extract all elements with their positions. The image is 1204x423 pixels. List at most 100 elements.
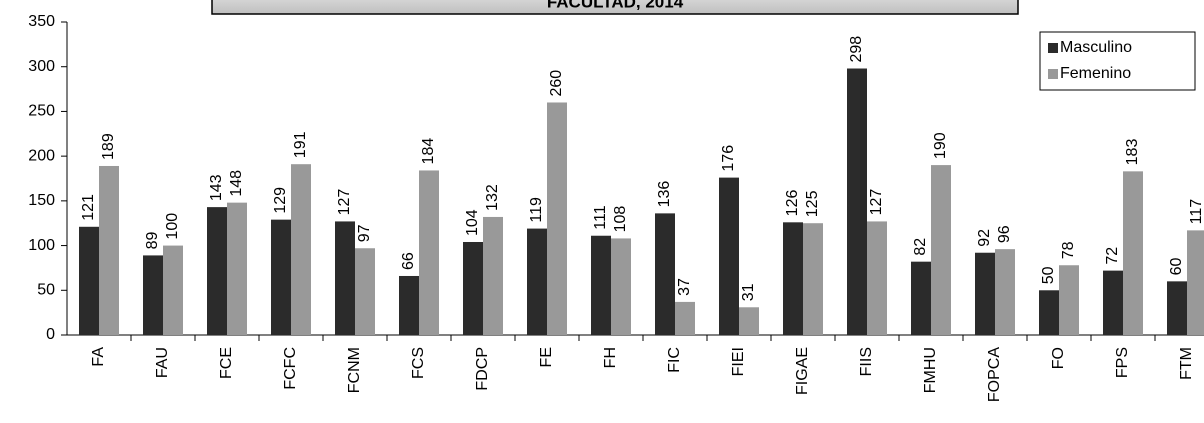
y-tick-label: 200 bbox=[28, 147, 55, 164]
bar bbox=[547, 102, 567, 335]
bar bbox=[463, 241, 483, 335]
legend-box bbox=[1039, 31, 1196, 91]
bar bbox=[1187, 230, 1204, 335]
y-tick-label: 100 bbox=[28, 237, 55, 254]
bar bbox=[143, 255, 163, 335]
x-tick-label: FTM bbox=[1178, 347, 1195, 380]
bar bbox=[719, 177, 739, 335]
data-label: 50 bbox=[1040, 266, 1057, 284]
data-label: 298 bbox=[848, 36, 865, 63]
legend-label: Masculino bbox=[1060, 39, 1132, 56]
bar bbox=[591, 235, 611, 335]
chart-title: FACULTAD, 2014 bbox=[547, 0, 684, 11]
legend-label: Femenino bbox=[1060, 65, 1131, 82]
bar bbox=[335, 221, 355, 335]
x-tick-label: FDCP bbox=[474, 347, 491, 391]
data-label: 89 bbox=[144, 232, 161, 250]
data-label: 100 bbox=[164, 213, 181, 240]
data-label: 136 bbox=[656, 181, 673, 208]
y-tick-label: 350 bbox=[28, 13, 55, 30]
bar bbox=[419, 170, 439, 335]
bar bbox=[271, 219, 291, 335]
bar bbox=[739, 307, 759, 335]
bar bbox=[847, 68, 867, 335]
data-label: 184 bbox=[420, 138, 437, 165]
bar bbox=[1103, 270, 1123, 335]
bar bbox=[675, 301, 695, 335]
bar bbox=[527, 228, 547, 335]
title-box bbox=[211, 0, 1019, 15]
data-label: 117 bbox=[1188, 199, 1204, 225]
bar bbox=[1123, 171, 1143, 335]
bar bbox=[207, 207, 227, 335]
bar bbox=[163, 245, 183, 335]
bar bbox=[1167, 281, 1187, 335]
data-label: 92 bbox=[976, 229, 993, 247]
bar bbox=[611, 238, 631, 335]
bar bbox=[291, 164, 311, 335]
data-label: 148 bbox=[228, 170, 245, 197]
data-label: 127 bbox=[868, 189, 885, 216]
bar bbox=[911, 261, 931, 335]
bar bbox=[1039, 290, 1059, 335]
data-label: 191 bbox=[292, 131, 309, 158]
bar bbox=[355, 248, 375, 335]
bar bbox=[483, 216, 503, 335]
legend-swatch bbox=[1048, 69, 1058, 79]
bar bbox=[227, 202, 247, 335]
x-tick-label: FO bbox=[1050, 347, 1067, 369]
data-label: 126 bbox=[784, 190, 801, 217]
data-label: 31 bbox=[740, 283, 757, 301]
data-label: 132 bbox=[484, 184, 501, 211]
x-tick-label: FOPCA bbox=[986, 347, 1003, 402]
bar bbox=[655, 213, 675, 335]
data-label: 97 bbox=[356, 224, 373, 242]
bar bbox=[975, 252, 995, 335]
y-tick-label: 250 bbox=[28, 103, 55, 120]
x-tick-label: FIGAE bbox=[794, 347, 811, 395]
data-label: 190 bbox=[932, 132, 949, 159]
data-label: 104 bbox=[464, 209, 481, 236]
x-tick-label: FE bbox=[538, 347, 555, 367]
data-label: 60 bbox=[1168, 257, 1185, 275]
data-label: 108 bbox=[612, 206, 629, 233]
y-tick-label: 300 bbox=[28, 58, 55, 75]
bar bbox=[931, 165, 951, 335]
bar bbox=[399, 275, 419, 335]
bar bbox=[99, 165, 119, 335]
x-tick-label: FPS bbox=[1114, 347, 1131, 378]
data-label: 96 bbox=[996, 225, 1013, 243]
legend-swatch bbox=[1048, 43, 1058, 53]
data-label: 176 bbox=[720, 145, 737, 172]
x-tick-label: FA bbox=[90, 347, 107, 367]
x-tick-label: FCS bbox=[410, 347, 427, 379]
x-tick-label: FMHU bbox=[922, 347, 939, 393]
y-tick-label: 50 bbox=[37, 282, 55, 299]
x-tick-label: FIEI bbox=[730, 347, 747, 376]
data-label: 189 bbox=[100, 133, 117, 160]
x-tick-label: FIIS bbox=[858, 347, 875, 376]
data-label: 37 bbox=[676, 278, 693, 296]
bar bbox=[783, 222, 803, 335]
bar bbox=[79, 226, 99, 335]
x-tick-label: FIC bbox=[666, 347, 683, 373]
x-tick-label: FAU bbox=[154, 347, 171, 378]
bar bbox=[867, 221, 887, 335]
data-label: 129 bbox=[272, 187, 289, 214]
data-label: 82 bbox=[912, 238, 929, 256]
data-label: 119 bbox=[528, 197, 545, 223]
data-label: 127 bbox=[336, 189, 353, 216]
x-tick-label: FCE bbox=[218, 347, 235, 379]
data-label: 72 bbox=[1104, 247, 1121, 265]
y-tick-label: 0 bbox=[46, 326, 55, 343]
data-label: 260 bbox=[548, 70, 565, 97]
data-label: 125 bbox=[804, 190, 821, 217]
x-tick-label: FH bbox=[602, 347, 619, 368]
bar bbox=[803, 223, 823, 335]
data-label: 111 bbox=[592, 205, 609, 229]
x-tick-label: FCNM bbox=[346, 347, 363, 393]
bar bbox=[1059, 265, 1079, 335]
bar bbox=[995, 249, 1015, 335]
